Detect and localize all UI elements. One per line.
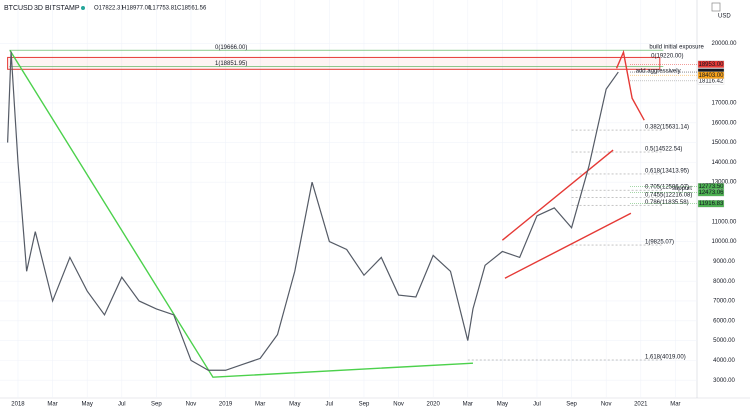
price-tag-label: 11916.83 — [699, 201, 724, 207]
annotation: support — [672, 186, 692, 192]
annotation: add aggressively — [636, 68, 681, 74]
y-tick-label: 5000.00 — [713, 338, 735, 344]
ohlc-close: C18561.56 — [177, 6, 207, 12]
y-tick-label: 17000.00 — [711, 101, 737, 107]
x-tick-label: 2021 — [634, 402, 648, 408]
x-tick-label: May — [289, 402, 300, 408]
x-tick-label: Nov — [393, 402, 404, 408]
status-dot — [81, 6, 85, 10]
price-tag-label: 18116.42 — [699, 78, 724, 84]
zone-box — [7, 56, 661, 70]
x-tick-label: 2018 — [11, 402, 25, 408]
trendline — [504, 212, 632, 279]
x-tick-label: May — [497, 402, 508, 408]
trendline — [615, 49, 645, 121]
ohlc-open: O17822.31 — [94, 6, 124, 12]
y-tick-label: 11000.00 — [712, 219, 737, 225]
x-tick-label: Mar — [670, 402, 680, 408]
exchange: BITSTAMP — [45, 5, 80, 12]
x-tick-label: Sep — [359, 402, 370, 408]
price-tag-label: 12473.06 — [698, 190, 724, 196]
fib-label: 1.618(4019.00) — [645, 355, 686, 361]
fib-label: 0.382(15631.14) — [645, 125, 689, 131]
price-tag — [697, 60, 725, 68]
level-label: 0(19666.00) — [215, 45, 247, 51]
fib-label: 1(9825.07) — [645, 240, 674, 246]
interval: 3D — [34, 5, 43, 12]
fib-label: 0.786(11835.58) — [645, 200, 689, 206]
price-tag-label: 18953.00 — [698, 62, 724, 68]
trendline — [9, 50, 474, 378]
y-tick-label: 6000.00 — [713, 318, 735, 324]
y-tick-label: 13000.00 — [711, 180, 737, 186]
y-tick-label: 8000.00 — [713, 279, 735, 285]
x-tick-label: Mar — [463, 402, 473, 408]
price-tag-label: 18403.00 — [698, 73, 724, 79]
fib-label: 0.5(14522.54) — [645, 147, 682, 153]
ohlc-low: L17753.81 — [149, 6, 178, 12]
x-tick-label: Sep — [151, 402, 162, 408]
x-tick-label: Jul — [533, 402, 541, 408]
x-tick-label: May — [82, 402, 93, 408]
x-tick-label: Jul — [118, 402, 126, 408]
price-tag — [697, 188, 725, 197]
y-tick-label: 15000.00 — [711, 140, 737, 146]
price-tag — [697, 199, 725, 208]
settings-icon[interactable] — [711, 2, 721, 12]
currency[interactable]: USD — [718, 14, 731, 20]
annotation: 0(19220.00) — [651, 53, 683, 59]
y-tick-label: 4000.00 — [713, 358, 735, 364]
x-tick-label: 2020 — [427, 402, 441, 408]
price-tag-label: 12773.50 — [698, 184, 724, 190]
fib-label: 0.7455(12216.08) — [645, 192, 692, 198]
x-tick-label: Mar — [47, 402, 57, 408]
x-tick-label: Jul — [326, 402, 334, 408]
x-tick-label: Sep — [566, 402, 577, 408]
annotation: build initial exposure — [649, 45, 704, 51]
x-tick-label: 2019 — [219, 402, 233, 408]
trendline — [501, 149, 614, 241]
fib-label: 0.618(13413.95) — [645, 169, 689, 175]
y-tick-label: 3000.00 — [713, 378, 735, 384]
y-tick-label: 14000.00 — [711, 160, 737, 166]
y-tick-label: 10000.00 — [711, 239, 737, 245]
x-tick-label: Nov — [601, 402, 612, 408]
level-label: 1(18851.95) — [215, 61, 247, 67]
y-tick-label: 16000.00 — [711, 120, 737, 126]
price-line — [7, 51, 619, 371]
fib-label: 0.705(12596.07) — [645, 185, 689, 191]
x-tick-label: Nov — [186, 402, 197, 408]
y-tick-label: 9000.00 — [713, 259, 735, 265]
x-tick-label: Mar — [255, 402, 265, 408]
y-tick-label: 7000.00 — [713, 299, 735, 305]
price-tag — [697, 71, 725, 79]
symbol: BTCUSD — [4, 5, 33, 12]
ohlc-high: H18977.00 — [122, 6, 152, 12]
y-tick-label: 20000.00 — [711, 41, 737, 47]
